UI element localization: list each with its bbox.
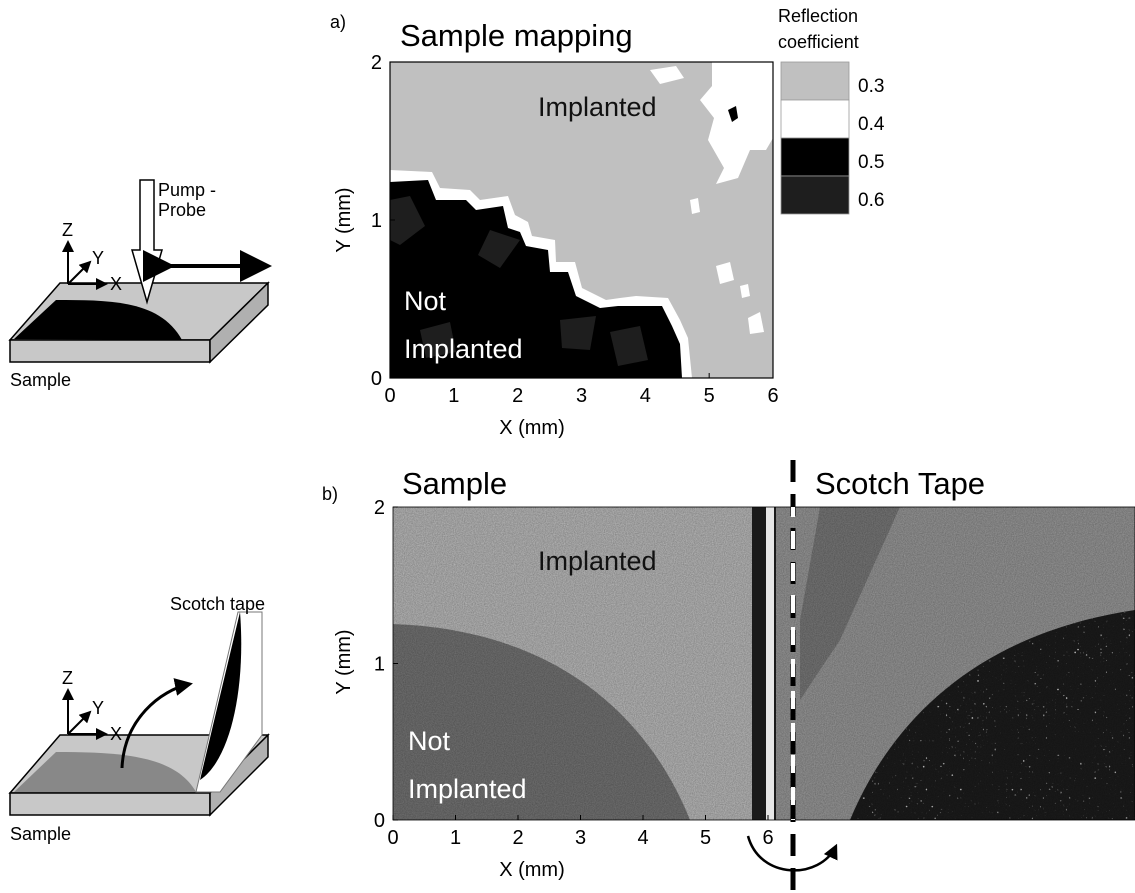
panel-a-ylabel: Y (mm) bbox=[333, 187, 355, 252]
sample-block-side-face bbox=[209, 733, 269, 817]
beam-label-line1: Pump - bbox=[158, 180, 216, 200]
y-tick-label: 2 bbox=[371, 52, 382, 74]
axis-z-label: Z bbox=[62, 668, 73, 688]
white-speck bbox=[716, 262, 734, 284]
panel-b-not-label-2: Implanted bbox=[408, 774, 527, 804]
legend-value-label: 0.6 bbox=[858, 190, 884, 211]
legend-value-label: 0.5 bbox=[858, 152, 884, 173]
axis-x-label: X bbox=[110, 274, 122, 294]
peel-arrow bbox=[120, 678, 193, 769]
x-tick-label: 3 bbox=[576, 385, 587, 407]
dark-patch bbox=[560, 316, 596, 350]
mapping-plot-area bbox=[390, 62, 773, 378]
y-tick-label: 1 bbox=[374, 654, 385, 676]
x-tick-label: 4 bbox=[637, 827, 648, 849]
white-patch-top-edge bbox=[650, 66, 684, 84]
x-tick-label: 5 bbox=[700, 827, 711, 849]
dark-patch bbox=[390, 196, 425, 245]
sample-edge-highlight bbox=[766, 507, 774, 820]
panel-b: b) Sample Scotch Tape Implanted Not Impl… bbox=[322, 460, 1135, 893]
black-speck bbox=[728, 106, 738, 122]
panel-a-label: a) bbox=[330, 12, 346, 32]
legend-swatch bbox=[780, 175, 850, 215]
legend-value-label: 0.4 bbox=[858, 114, 885, 135]
peeled-region-shape bbox=[14, 752, 196, 792]
y-tick-label: 0 bbox=[371, 368, 382, 390]
legend-title-line1: Reflection bbox=[778, 6, 858, 26]
white-speck bbox=[690, 198, 700, 214]
white-speck bbox=[740, 284, 750, 298]
panel-a-xlabel: X (mm) bbox=[499, 417, 565, 439]
panel-a-implanted-label: Implanted bbox=[538, 92, 657, 122]
panel-b-title-right: Scotch Tape bbox=[815, 466, 985, 501]
panel-a-title: Sample mapping bbox=[400, 18, 633, 53]
x-tick-label: 0 bbox=[384, 385, 395, 407]
panel-a: a) Sample mapping Implanted Not Implante… bbox=[330, 6, 885, 439]
photo-plot-area bbox=[393, 507, 1135, 820]
diagram-top: Z Y X Pump - Probe Sample bbox=[8, 179, 272, 390]
legend-swatch bbox=[780, 137, 850, 177]
panel-b-label: b) bbox=[322, 484, 338, 504]
axis-y-label: Y bbox=[92, 248, 104, 268]
y-tick-label: 0 bbox=[374, 810, 385, 832]
tape-label: Scotch tape bbox=[170, 594, 265, 614]
x-tick-label: 2 bbox=[512, 385, 523, 407]
x-tick-label: 1 bbox=[448, 385, 459, 407]
sample-block-front-face bbox=[9, 792, 211, 816]
y-tick-label: 2 bbox=[374, 497, 385, 519]
sample-block-front-face bbox=[9, 339, 211, 363]
panel-b-x-ticks: 0 1 2 3 4 5 6 bbox=[387, 815, 774, 849]
dark-patch bbox=[478, 230, 520, 268]
axis-z-label: Z bbox=[62, 220, 73, 240]
x-tick-label: 2 bbox=[512, 827, 523, 849]
legend-swatch bbox=[780, 99, 850, 139]
sample-texture bbox=[393, 507, 765, 820]
dark-patch bbox=[610, 326, 648, 366]
legend-swatch bbox=[780, 61, 850, 101]
y-tick-label: 1 bbox=[371, 210, 382, 232]
x-tick-label: 4 bbox=[640, 385, 651, 407]
not-implanted-region-shape bbox=[14, 300, 182, 340]
dark-patch bbox=[420, 322, 456, 358]
axis-y-label: Y bbox=[92, 698, 104, 718]
panel-a-x-ticks: 0 1 2 3 4 5 6 bbox=[384, 373, 779, 407]
panel-b-y-ticks: 0 1 2 bbox=[374, 497, 398, 832]
sample-block-side-face bbox=[209, 281, 269, 364]
panel-b-ylabel: Y (mm) bbox=[333, 629, 355, 694]
panel-a-not-label-2: Implanted bbox=[404, 334, 523, 364]
x-tick-label: 6 bbox=[762, 827, 773, 849]
panel-a-y-ticks: 0 1 2 bbox=[371, 52, 395, 390]
diagram-bottom: Z Y X Scotch tape Sample bbox=[8, 594, 270, 844]
panel-b-xlabel: X (mm) bbox=[499, 859, 565, 881]
sample-label: Sample bbox=[10, 370, 71, 390]
panel-b-implanted-label: Implanted bbox=[538, 546, 657, 576]
beam-label-line2: Probe bbox=[158, 200, 206, 220]
panel-b-not-label: Not bbox=[408, 726, 451, 756]
axis-y-arrow bbox=[67, 710, 92, 735]
x-tick-label: 6 bbox=[767, 385, 778, 407]
legend-swatches: 0.3 0.4 0.5 0.6 bbox=[780, 61, 885, 215]
x-tick-label: 5 bbox=[704, 385, 715, 407]
colorbar-legend: Reflection coefficient 0.3 0.4 0.5 0.6 bbox=[778, 6, 885, 215]
x-tick-label: 3 bbox=[575, 827, 586, 849]
sample-label: Sample bbox=[10, 824, 71, 844]
x-tick-label: 0 bbox=[387, 827, 398, 849]
legend-value-label: 0.3 bbox=[858, 76, 884, 97]
white-speck bbox=[748, 312, 764, 334]
axis-x-label: X bbox=[110, 724, 122, 744]
x-tick-label: 1 bbox=[450, 827, 461, 849]
panel-a-not-label: Not bbox=[404, 286, 447, 316]
tape-transferred-layer bbox=[200, 612, 242, 780]
fold-rotation-arrow bbox=[746, 835, 838, 872]
panel-b-title-left: Sample bbox=[402, 466, 507, 501]
legend-title-line2: coefficient bbox=[778, 32, 859, 52]
not-implanted-region-fill bbox=[390, 180, 682, 378]
white-patch-top-right bbox=[640, 62, 773, 184]
axis-y-arrow bbox=[67, 260, 92, 285]
